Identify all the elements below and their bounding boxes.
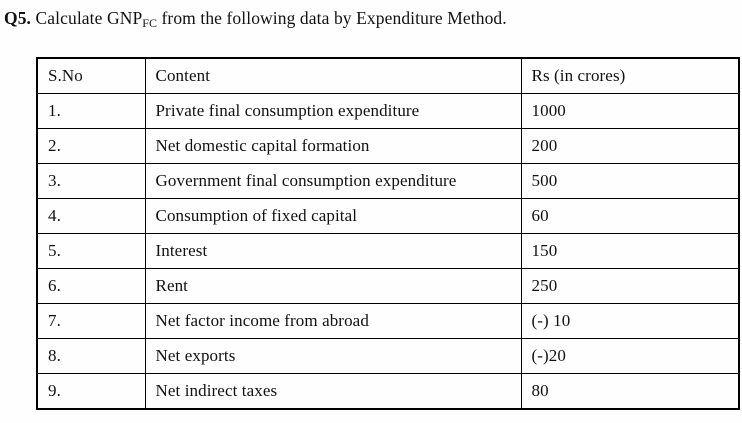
- table-row: 6. Rent 250: [36, 268, 740, 304]
- header-sno: S.No: [36, 57, 146, 94]
- cell-amount: 1000: [520, 93, 740, 129]
- cell-sno: 1.: [36, 93, 146, 129]
- cell-amount: 150: [520, 233, 740, 269]
- table-row: 8. Net exports (-)20: [36, 338, 740, 374]
- cell-content: Net indirect taxes: [144, 373, 522, 410]
- cell-content: Government final consumption expenditure: [144, 163, 522, 199]
- cell-content: Consumption of fixed capital: [144, 198, 522, 234]
- table-row: 9. Net indirect taxes 80: [36, 373, 740, 410]
- cell-sno: 7.: [36, 303, 146, 339]
- question-text-before: Calculate GNP: [31, 8, 143, 28]
- cell-sno: 5.: [36, 233, 146, 269]
- cell-content: Net exports: [144, 338, 522, 374]
- table-header-row: S.No Content Rs (in crores): [36, 57, 740, 94]
- question-number: Q5.: [4, 8, 32, 28]
- question-title: Q5. Calculate GNPFC from the following d…: [4, 6, 507, 35]
- cell-content: Net factor income from abroad: [144, 303, 522, 339]
- table-row: 1. Private final consumption expenditure 1…: [36, 93, 740, 129]
- gnp-subscript: FC: [142, 16, 157, 30]
- cell-sno: 8.: [36, 338, 146, 374]
- cell-content: Rent: [144, 268, 522, 304]
- cell-amount: 60: [520, 198, 740, 234]
- cell-amount: 200: [520, 128, 740, 164]
- table-row: 7. Net factor income from abroad (-) 10: [36, 303, 740, 339]
- cell-content: Net domestic capital formation: [144, 128, 522, 164]
- table-row: 4. Consumption of fixed capital 60: [36, 198, 740, 234]
- cell-content: Interest: [144, 233, 522, 269]
- cell-content: Private final consumption expenditure: [144, 93, 522, 129]
- table-row: 5. Interest 150: [36, 233, 740, 269]
- cell-amount: 500: [520, 163, 740, 199]
- table-row: 3. Government final consumption expenditu…: [36, 163, 740, 199]
- table-body: 1. Private final consumption expenditure 1…: [36, 93, 740, 410]
- expenditure-data-table: S.No Content Rs (in crores) 1. Private fi…: [36, 57, 740, 410]
- cell-sno: 6.: [36, 268, 146, 304]
- cell-sno: 3.: [36, 163, 146, 199]
- cell-sno: 4.: [36, 198, 146, 234]
- table-row: 2. Net domestic capital formation 200: [36, 128, 740, 164]
- cell-amount: 80: [520, 373, 740, 410]
- question-text-after: from the following data by Expenditure M…: [156, 8, 507, 28]
- cell-amount: (-)20: [520, 338, 740, 374]
- header-amount: Rs (in crores): [520, 57, 740, 94]
- cell-sno: 2.: [36, 128, 146, 164]
- cell-amount: 250: [520, 268, 740, 304]
- cell-amount: (-) 10: [520, 303, 740, 339]
- header-content: Content: [144, 57, 522, 94]
- cell-sno: 9.: [36, 373, 146, 410]
